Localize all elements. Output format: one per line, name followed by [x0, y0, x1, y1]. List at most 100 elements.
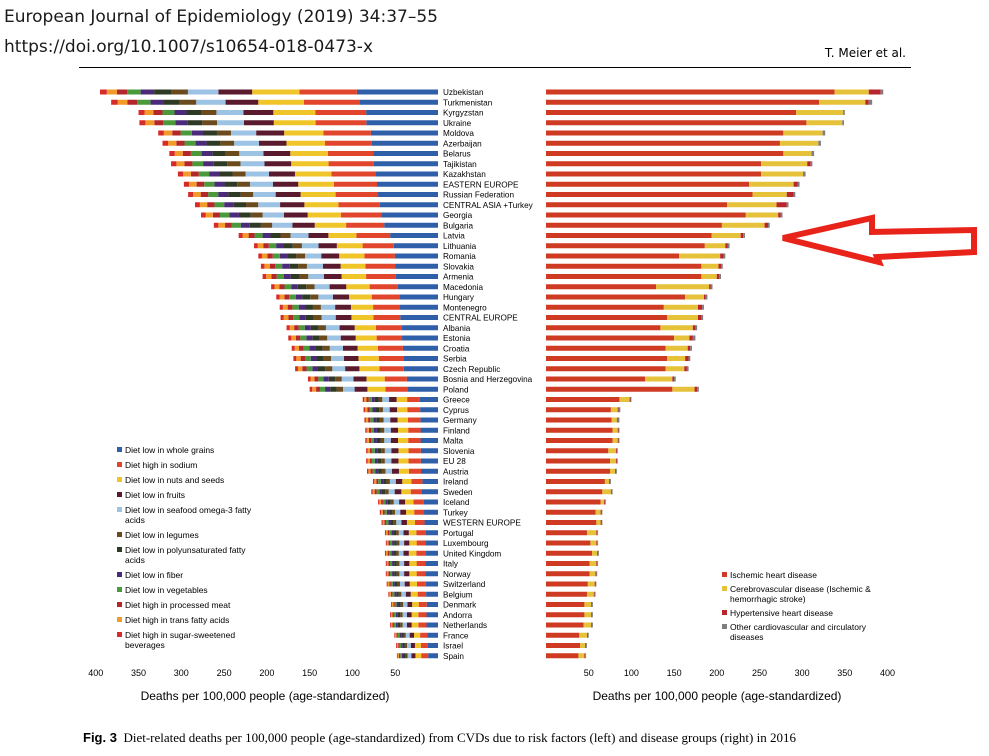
left-bar-segment	[284, 284, 292, 290]
right-bar-segment	[709, 284, 711, 290]
left-bar-segment	[328, 376, 336, 382]
legend-item: Diet low in fruits	[117, 490, 267, 500]
left-bar-segment	[390, 602, 392, 607]
left-bar-segment	[300, 335, 307, 341]
legend-label: Diet low in legumes	[125, 530, 199, 540]
right-bar-segment	[546, 243, 705, 249]
left-bar-segment	[410, 643, 415, 648]
left-bar-segment	[201, 212, 206, 218]
left-bar-segment	[308, 274, 324, 279]
right-bar-segment	[703, 294, 706, 300]
left-bar-segment	[183, 181, 189, 187]
category-label: Armenia	[443, 273, 474, 282]
right-bar-segment	[865, 99, 869, 105]
left-bar-segment	[276, 274, 284, 279]
left-bar-segment	[420, 448, 438, 454]
left-bar-segment	[267, 253, 273, 259]
left-bar-segment	[420, 468, 438, 474]
left-bar-segment	[366, 110, 438, 115]
left-bar-segment	[242, 233, 249, 238]
left-bar-segment	[386, 520, 389, 525]
left-bar-segment	[328, 233, 357, 238]
right-bar-segment	[594, 581, 596, 587]
right-bar-segment	[546, 643, 581, 648]
left-axis-tick: 50	[390, 668, 400, 678]
left-bar-segment	[399, 561, 405, 566]
right-bar-segment	[880, 89, 884, 95]
right-bar-segment	[811, 151, 815, 156]
left-bar-segment	[275, 263, 283, 269]
right-bar-segment	[617, 407, 619, 413]
left-bar-segment	[374, 427, 377, 433]
left-bar-segment	[298, 181, 334, 187]
left-bar-segment	[172, 130, 181, 136]
category-label: Norway	[443, 570, 472, 579]
left-bar-segment	[394, 571, 397, 577]
left-bar-segment	[214, 202, 225, 208]
left-bar-segment	[366, 397, 369, 402]
right-bar-segment	[685, 294, 704, 300]
left-bar-segment	[373, 304, 401, 310]
left-bar-segment	[386, 561, 389, 566]
left-bar-segment	[343, 386, 355, 392]
left-bar-segment	[386, 540, 389, 546]
left-bar-segment	[286, 325, 290, 331]
left-bar-segment	[299, 315, 306, 320]
left-bar-segment	[191, 130, 203, 136]
doi-link[interactable]: https://doi.org/10.1007/s10654-018-0473-…	[4, 37, 374, 57]
left-bar-segment	[389, 591, 391, 597]
left-bar-segment	[296, 253, 306, 259]
right-bar-segment	[546, 284, 657, 290]
right-bar-segment	[546, 120, 807, 126]
left-bar-segment	[391, 550, 394, 556]
legend-swatch	[117, 532, 122, 537]
category-label: Spain	[443, 652, 464, 661]
figure-caption: Fig. 3 Diet-related deaths per 100,000 p…	[83, 730, 796, 746]
left-bar-segment	[398, 530, 404, 536]
left-bar-segment	[373, 161, 438, 167]
left-bar-segment	[359, 99, 438, 105]
left-bar-segment	[403, 602, 408, 607]
left-bar-segment	[409, 632, 414, 638]
left-bar-segment	[216, 130, 231, 136]
left-bar-segment	[384, 458, 392, 464]
left-bar-segment	[402, 479, 412, 484]
left-bar-segment	[366, 120, 438, 126]
legend-item: Diet low in whole grains	[117, 445, 267, 455]
left-bar-segment	[338, 202, 380, 208]
left-bar-segment	[427, 643, 438, 648]
legend-item: Diet high in sugar-sweetened beverages	[117, 630, 267, 650]
left-bar-segment	[290, 233, 309, 238]
right-bar-segment	[546, 99, 820, 105]
left-bar-segment	[249, 181, 273, 187]
left-bar-segment	[374, 479, 377, 484]
left-bar-segment	[385, 386, 408, 392]
left-bar-segment	[397, 581, 401, 587]
left-bar-segment	[163, 120, 176, 126]
left-bar-segment	[280, 233, 291, 238]
left-bar-segment	[385, 489, 389, 495]
left-bar-segment	[389, 550, 392, 556]
left-bar-segment	[396, 632, 398, 638]
left-bar-segment	[365, 263, 396, 269]
left-bar-segment	[392, 622, 394, 628]
category-label: Estonia	[443, 334, 471, 343]
right-bar-segment	[600, 499, 605, 505]
left-bar-segment	[179, 99, 197, 105]
right-bar-segment	[810, 161, 813, 167]
category-label: EASTERN EUROPE	[443, 180, 519, 189]
right-bar-segment	[721, 222, 765, 228]
left-bar-segment	[321, 253, 340, 259]
right-bar-segment	[598, 550, 599, 556]
left-bar-segment	[399, 540, 405, 546]
left-bar-segment	[408, 448, 421, 454]
left-bar-segment	[145, 120, 155, 126]
right-bar-segment	[546, 356, 668, 361]
category-label: CENTRAL ASIA +Turkey	[443, 201, 534, 210]
right-bar-segment	[589, 561, 597, 566]
left-bar-segment	[321, 315, 336, 320]
left-bar-segment	[302, 366, 307, 372]
left-bar-segment	[279, 253, 288, 259]
right-bar-segment	[591, 612, 593, 618]
left-bar-segment	[417, 591, 427, 597]
